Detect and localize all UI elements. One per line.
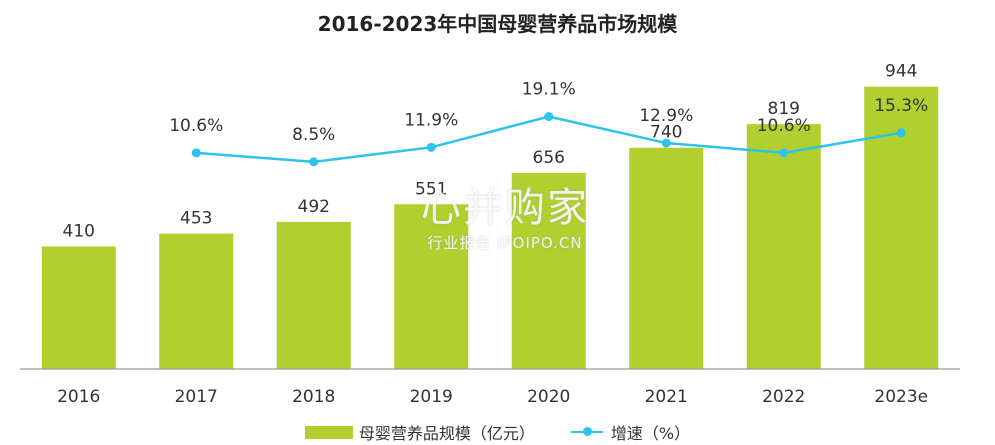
bar bbox=[511, 172, 586, 369]
x-tick-label: 2018 bbox=[292, 387, 335, 407]
bar-value-label: 944 bbox=[885, 62, 917, 82]
bar-value-label: 410 bbox=[63, 221, 95, 241]
growth-value-label: 15.3% bbox=[874, 96, 928, 116]
legend: 母婴营养品规模（亿元） 增速（%） bbox=[0, 420, 995, 444]
bar bbox=[629, 147, 704, 369]
bar bbox=[746, 124, 821, 369]
growth-point bbox=[426, 142, 436, 152]
bar bbox=[159, 233, 234, 369]
growth-value-label: 8.5% bbox=[292, 125, 335, 145]
bar bbox=[41, 246, 116, 369]
legend-label-line: 增速（%） bbox=[610, 424, 691, 443]
bar-value-label: 453 bbox=[180, 209, 212, 229]
growth-point bbox=[896, 128, 906, 138]
x-tick-label: 2020 bbox=[527, 387, 570, 407]
x-tick-label: 2023e bbox=[874, 387, 928, 407]
legend-label-bar: 母婴营养品规模（亿元） bbox=[358, 424, 535, 443]
growth-value-label: 12.9% bbox=[639, 106, 693, 126]
growth-point bbox=[309, 157, 319, 167]
x-tick-label: 2017 bbox=[175, 387, 218, 407]
legend-item-line: 增速（%） bbox=[570, 420, 691, 444]
chart-title: 2016-2023年中国母婴营养品市场规模 bbox=[317, 12, 678, 36]
bar bbox=[394, 204, 469, 369]
bar-value-label: 492 bbox=[298, 197, 330, 217]
growth-value-label: 10.6% bbox=[169, 116, 223, 136]
growth-point bbox=[544, 112, 554, 122]
bar-value-label: 551 bbox=[415, 179, 447, 199]
growth-point bbox=[191, 148, 201, 158]
x-tick-label: 2022 bbox=[762, 387, 805, 407]
x-tick-label: 2021 bbox=[645, 387, 688, 407]
growth-value-label: 11.9% bbox=[404, 110, 458, 130]
growth-point bbox=[779, 148, 789, 158]
legend-swatch-dot bbox=[582, 427, 592, 436]
bar-value-label: 656 bbox=[533, 148, 565, 168]
legend-item-bar: 母婴营养品规模（亿元） bbox=[304, 420, 535, 444]
legend-swatch-line bbox=[570, 427, 603, 436]
bar bbox=[276, 221, 351, 369]
growth-value-label: 19.1% bbox=[522, 80, 576, 100]
legend-swatch-bar bbox=[304, 425, 353, 439]
x-tick-label: 2016 bbox=[57, 387, 100, 407]
growth-point bbox=[661, 138, 671, 148]
growth-value-label: 10.6% bbox=[757, 116, 811, 136]
bar-value-label: 819 bbox=[768, 99, 800, 119]
x-tick-label: 2019 bbox=[410, 387, 453, 407]
bar-value-label: 740 bbox=[650, 123, 682, 143]
